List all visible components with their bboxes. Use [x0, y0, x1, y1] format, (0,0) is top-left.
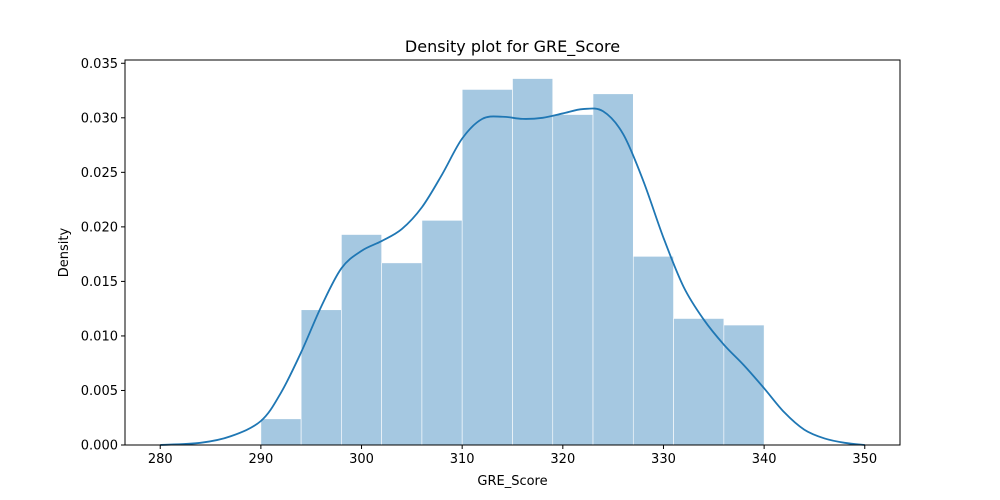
x-tick-label: 350 — [852, 452, 877, 467]
x-tick-label: 310 — [450, 452, 475, 467]
histogram-bar — [592, 93, 634, 446]
histogram-bar — [381, 262, 423, 446]
y-tick-label: 0.030 — [81, 111, 118, 126]
x-tick-label: 290 — [248, 452, 273, 467]
histogram-bar — [341, 234, 382, 446]
y-tick-label: 0.025 — [81, 166, 118, 181]
histogram-bar — [461, 89, 513, 446]
y-axis: 0.000 0.005 0.010 0.015 0.020 0.025 0.030 0.035 — [81, 57, 125, 454]
kde-line — [160, 107, 865, 446]
histogram-bar — [673, 318, 725, 446]
y-axis-title: Density — [57, 227, 72, 277]
y-tick-label: 0.010 — [81, 329, 118, 344]
histogram-bars — [260, 78, 765, 446]
histogram-bar — [421, 220, 463, 446]
histogram-bar — [260, 418, 302, 446]
histogram-bar — [512, 78, 554, 446]
x-axis: 280 290 300 310 320 330 340 350 — [148, 445, 877, 467]
x-tick-label: 340 — [752, 452, 777, 467]
y-tick-label: 0.035 — [81, 57, 118, 72]
y-tick-label: 0.015 — [81, 275, 118, 290]
x-axis-title: GRE_Score — [477, 474, 547, 489]
histogram-bar — [300, 309, 342, 446]
y-tick-label: 0.000 — [81, 439, 118, 454]
y-tick-label: 0.020 — [81, 220, 118, 235]
plot-frame — [124, 59, 901, 446]
chart-title: Density plot for GRE_Score — [405, 37, 620, 57]
y-tick-label: 0.005 — [81, 384, 118, 399]
x-tick-label: 280 — [148, 452, 173, 467]
x-tick-label: 300 — [349, 452, 374, 467]
histogram-bar — [632, 256, 674, 446]
x-tick-label: 320 — [550, 452, 575, 467]
histogram-bar — [552, 114, 594, 446]
x-tick-label: 330 — [651, 452, 676, 467]
histogram-bar — [723, 324, 765, 446]
